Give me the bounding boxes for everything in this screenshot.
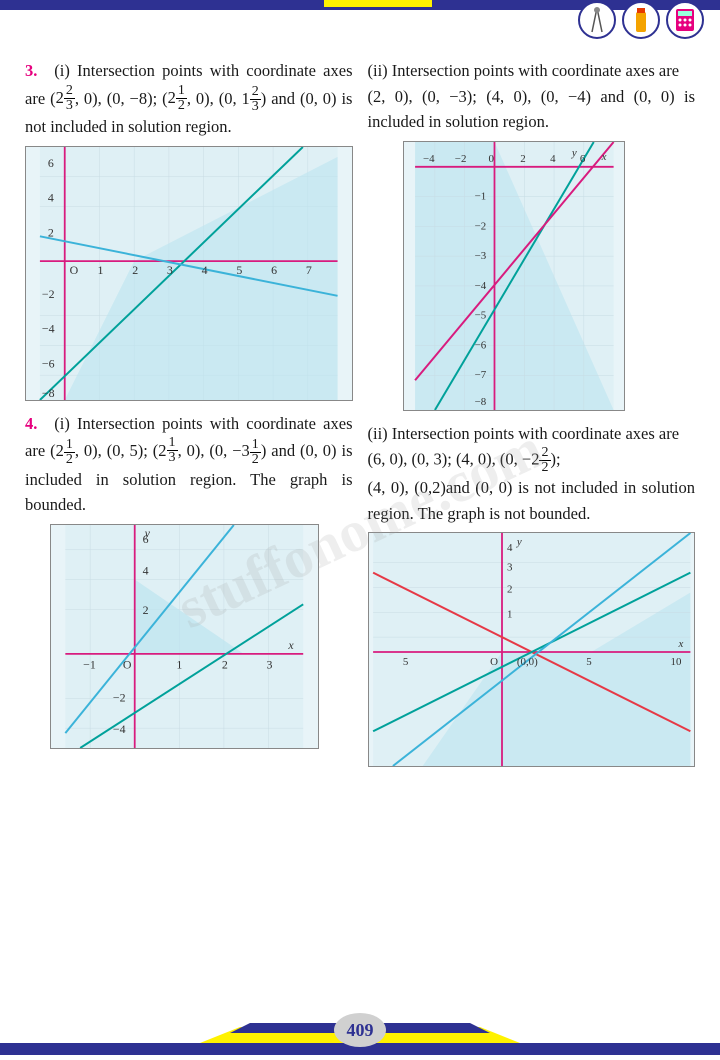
svg-text:−2: −2 [113,690,126,704]
svg-text:6: 6 [48,155,54,169]
svg-text:−8: −8 [42,386,55,400]
chart-3ii: −4 −2 0 2 4 6 −1 −2 −3 −4 −5 −6 −7 −8 x y [403,141,626,411]
svg-text:−2: −2 [454,153,466,165]
svg-text:4: 4 [550,153,556,165]
right-column: (ii) Intersection points with coordinate… [368,58,696,777]
svg-text:O: O [490,656,498,668]
left-column: 3. (i) Intersection points with coordina… [25,58,353,777]
q4ii-label: (ii) [368,424,388,443]
q3i-text: 3. (i) Intersection points with coordina… [25,58,353,140]
svg-text:−1: −1 [474,190,486,202]
svg-text:4: 4 [48,190,54,204]
glue-icon [621,0,661,40]
svg-text:4: 4 [202,263,208,277]
q4i-text: 4. (i) Intersection points with coordina… [25,411,353,518]
svg-text:−6: −6 [474,339,486,351]
svg-text:6: 6 [579,153,585,165]
svg-text:−2: −2 [42,286,55,300]
svg-text:2: 2 [506,584,511,596]
svg-text:2: 2 [48,225,54,239]
svg-text:x: x [287,638,294,652]
q3ii-text: (ii) Intersection points with coordinate… [368,58,696,135]
q4i-label: (i) [54,414,70,433]
svg-text:−4: −4 [474,280,486,292]
svg-text:y: y [144,526,151,540]
page-content: 3. (i) Intersection points with coordina… [0,10,720,787]
svg-text:−5: −5 [474,309,486,321]
svg-text:7: 7 [306,263,312,277]
svg-text:2: 2 [222,658,228,672]
header-icons [577,0,705,40]
q4ii-text: (ii) Intersection points with coordinate… [368,421,696,527]
svg-text:O: O [70,263,79,277]
q4-number: 4. [25,411,47,437]
q3-number: 3. [25,58,47,84]
q3ii-label: (ii) [368,61,388,80]
svg-text:5: 5 [236,263,242,277]
svg-text:−3: −3 [474,250,486,262]
svg-text:3: 3 [506,562,512,574]
svg-text:−4: −4 [423,153,435,165]
svg-text:10: 10 [670,656,681,668]
page-number: 409 [334,1013,386,1047]
svg-text:−6: −6 [42,356,55,370]
svg-text:x: x [677,638,683,650]
svg-text:y: y [570,147,576,159]
svg-text:−1: −1 [83,658,96,672]
chart-4i: 642 −1O123 −2−4 xy [50,524,319,749]
svg-text:2: 2 [143,603,149,617]
svg-text:1: 1 [506,609,511,621]
svg-text:3: 3 [267,658,273,672]
svg-text:(0,0): (0,0) [516,656,537,668]
calculator-icon [665,0,705,40]
chart-4ii: 4 3 2 1 5 O (0,0) 5 10 x y [368,532,696,767]
compass-icon [577,0,617,40]
svg-text:4: 4 [506,542,512,554]
svg-text:5: 5 [402,656,408,668]
svg-text:O: O [123,658,132,672]
svg-text:4: 4 [143,563,149,577]
svg-text:−4: −4 [113,722,126,736]
svg-text:x: x [600,151,606,163]
q3i-label: (i) [54,61,70,80]
svg-text:2: 2 [520,153,525,165]
svg-text:y: y [515,536,521,548]
svg-text:2: 2 [132,263,138,277]
svg-text:3: 3 [167,263,173,277]
svg-text:1: 1 [176,658,182,672]
svg-text:5: 5 [586,656,592,668]
chart-3i: 6 4 2 O 1 2 3 4 5 6 7 −2 −4 −6 −8 [25,146,353,401]
svg-text:0: 0 [488,153,494,165]
svg-text:1: 1 [97,263,103,277]
svg-text:−7: −7 [474,369,486,381]
svg-text:6: 6 [271,263,277,277]
svg-text:−2: −2 [474,220,486,232]
svg-text:−4: −4 [42,321,55,335]
svg-text:−8: −8 [474,396,486,408]
